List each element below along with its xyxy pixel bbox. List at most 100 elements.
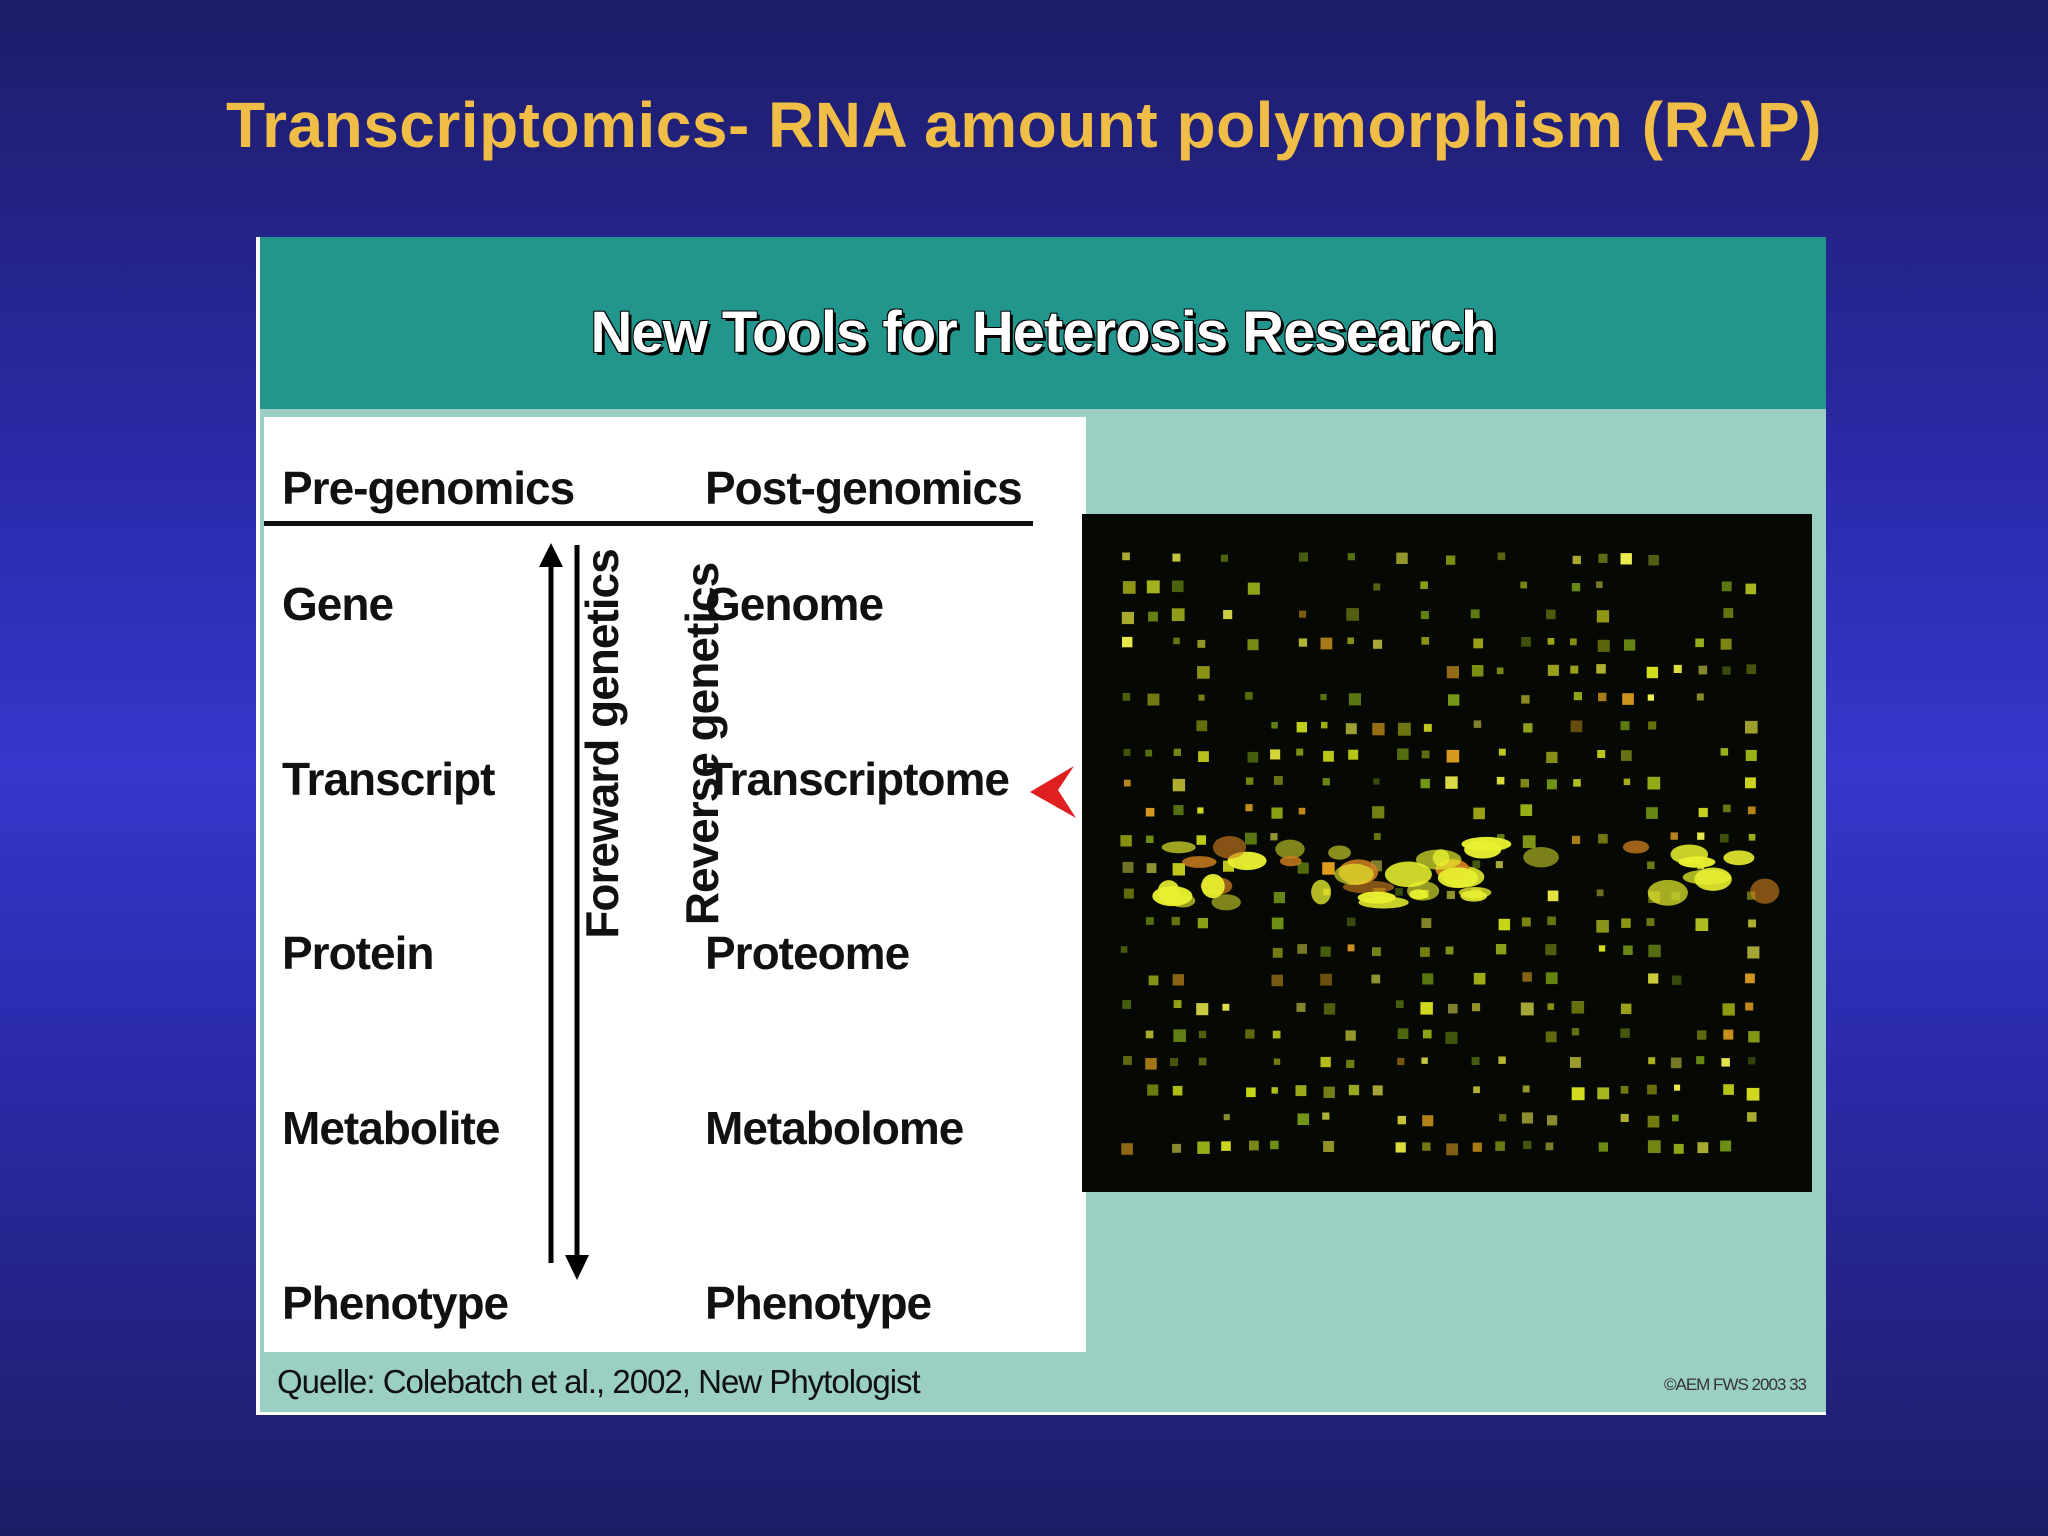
microarray-spot: [1720, 1140, 1732, 1152]
microarray-spot: [1648, 721, 1657, 730]
microarray-spot: [1620, 1086, 1629, 1094]
microarray-spot: [1275, 839, 1305, 859]
microarray-spot: [1421, 918, 1432, 928]
microarray-spot: [1373, 583, 1381, 591]
microarray-spot: [1646, 807, 1658, 819]
microarray-spot: [1546, 779, 1557, 790]
post-genomics-header: Post-genomics: [705, 462, 1023, 514]
figure-header: New Tools for Heterosis Research: [260, 237, 1826, 409]
microarray-spot: [1672, 1114, 1679, 1122]
microarray-spot: [1161, 841, 1196, 854]
microarray-spot: [1345, 1030, 1356, 1041]
forward-genetics-label: Foreward genetics: [576, 549, 628, 939]
microarray-spot: [1748, 919, 1756, 928]
microarray-spot: [1372, 806, 1385, 819]
microarray-spot: [1545, 1142, 1554, 1151]
microarray-spot: [1521, 695, 1530, 704]
microarray-spot: [1298, 638, 1308, 647]
microarray-spot: [1698, 807, 1708, 818]
microarray-spot: [1745, 749, 1757, 761]
microarray-spot: [1172, 553, 1181, 562]
microarray-spot: [1272, 947, 1283, 958]
pre-item-protein: Protein: [282, 927, 434, 979]
microarray-spot: [1495, 861, 1503, 869]
microarray-spot: [1723, 1084, 1734, 1095]
microarray-spot: [1197, 639, 1206, 648]
microarray-spot: [1421, 750, 1430, 759]
microarray-spot: [1647, 879, 1688, 906]
microarray-spot: [1547, 1003, 1555, 1010]
microarray-spot: [1670, 832, 1678, 840]
microarray-spot: [1249, 1140, 1259, 1151]
microarray-spot: [1647, 694, 1654, 701]
microarray-spot: [1460, 890, 1488, 902]
microarray-spot: [1598, 833, 1608, 844]
microarray-spot: [1572, 555, 1581, 565]
microarray-spot: [1697, 1142, 1709, 1154]
microarray-spot: [1674, 1084, 1681, 1091]
microarray-spot: [1648, 555, 1659, 566]
microarray-spot: [1545, 944, 1557, 956]
microarray-spot: [1147, 1084, 1159, 1096]
microarray-spot: [1745, 973, 1755, 984]
microarray-spot: [1696, 693, 1704, 701]
microarray-spot: [1223, 1114, 1230, 1121]
microarray-spot: [1271, 1087, 1278, 1094]
microarray-spot: [1146, 863, 1157, 873]
pre-item-transcript: Transcript: [282, 753, 495, 805]
microarray-spot: [1721, 581, 1732, 592]
microarray-spot: [1297, 1113, 1310, 1125]
microarray-spot: [1321, 721, 1328, 729]
microarray-spot: [1422, 1029, 1432, 1039]
post-item-transcriptome: Transcriptome: [705, 753, 1010, 805]
microarray-spot: [1648, 973, 1659, 984]
microarray-spot: [1371, 860, 1382, 872]
microarray-spot: [1271, 807, 1283, 819]
microarray-spot: [1720, 638, 1732, 650]
microarray-spot: [1445, 776, 1458, 789]
microarray-spot: [1245, 777, 1254, 785]
microarray-spot: [1722, 666, 1731, 675]
microarray-spot: [1446, 1143, 1459, 1156]
microarray-spot: [1196, 1003, 1209, 1016]
microarray-spot: [1270, 749, 1281, 760]
citation-text: Quelle: Colebatch et al., 2002, New Phyt…: [277, 1363, 921, 1400]
microarray-spot: [1347, 637, 1354, 645]
microarray-spot: [1498, 748, 1506, 756]
microarray-spot: [1173, 1000, 1182, 1008]
microarray-spot: [1120, 835, 1132, 847]
microarray-spot: [1421, 1057, 1428, 1064]
microarray-spot: [1720, 833, 1729, 843]
microarray-spot: [1672, 975, 1682, 985]
microarray-spot: [1748, 1031, 1760, 1043]
microarray-spot: [1157, 880, 1180, 905]
microarray-spot: [1273, 1058, 1281, 1065]
microarray-spot: [1422, 1115, 1434, 1127]
microarray-spot: [1420, 581, 1428, 589]
microarray-spot: [1311, 879, 1332, 905]
microarray-spot: [1247, 751, 1259, 763]
microarray-spot: [1746, 664, 1757, 674]
microarray-spot: [1499, 1114, 1507, 1122]
microarray-spot: [1546, 751, 1558, 764]
microarray-spot: [1347, 917, 1356, 927]
microarray-spot: [1596, 920, 1609, 933]
microarray-spot: [1346, 1059, 1355, 1068]
microarray-spot: [1182, 856, 1217, 868]
microarray-spot: [1395, 1142, 1406, 1153]
microarray-spot: [1747, 946, 1760, 959]
microarray-spot: [1448, 1003, 1458, 1014]
microarray-spot: [1647, 861, 1655, 869]
microarray-spot: [1547, 1115, 1558, 1126]
forward-arrow-up-icon: [539, 543, 563, 1263]
post-item-metabolome: Metabolome: [705, 1102, 964, 1154]
microarray-spot: [1597, 1087, 1610, 1100]
microarray-spot: [1596, 610, 1610, 623]
microarray-spot: [1620, 721, 1630, 731]
microarray-spot: [1357, 891, 1396, 904]
microarray-spot: [1198, 751, 1209, 762]
microarray-spot: [1273, 892, 1285, 904]
microarray-spot: [1696, 1056, 1705, 1065]
microarray-spot: [1170, 1058, 1179, 1067]
microarray-spot: [1147, 693, 1160, 706]
